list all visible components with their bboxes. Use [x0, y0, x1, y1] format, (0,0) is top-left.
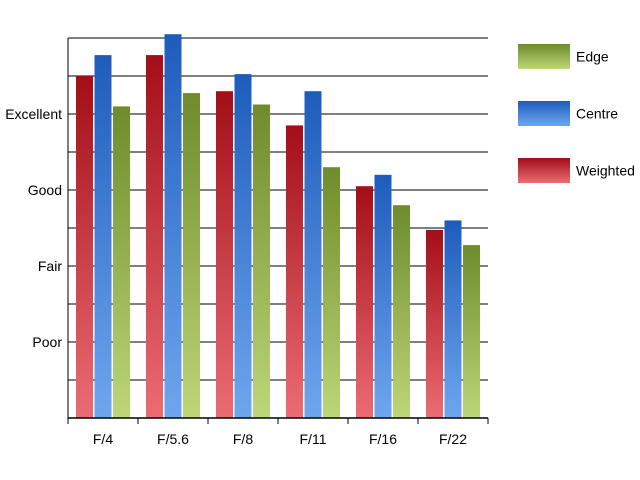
bars [76, 34, 480, 419]
x-tick-label-f-16: F/16 [369, 431, 397, 447]
y-tick-label-fair: Fair [38, 258, 62, 274]
bar-edge-f-16 [393, 205, 410, 418]
x-tick-label-f-4: F/4 [93, 431, 113, 447]
bar-weighted-f-4 [76, 76, 93, 418]
x-tick-label-f-11: F/11 [300, 431, 327, 447]
gridlines [68, 37, 488, 381]
bar-edge-f-8 [253, 104, 270, 418]
bar-weighted-f-8 [216, 91, 233, 418]
legend-label-centre: Centre [576, 106, 618, 122]
x-tick-label-f-8: F/8 [233, 431, 253, 447]
bar-weighted-f-22 [426, 229, 443, 418]
legend-swatch-centre [518, 101, 570, 126]
bar-edge-f-4 [113, 106, 130, 419]
legend: Edge Centre Weighted [518, 44, 635, 183]
axes: Poor Fair Good Excellent F/4 F/5.6 F/8 F/11 F/16… [5, 38, 489, 447]
legend-label-weighted: Weighted [576, 163, 635, 179]
bar-centre-f-5-6 [164, 34, 182, 418]
x-tick-label-f-22: F/22 [439, 431, 467, 447]
x-tick-label-f-5-6: F/5.6 [157, 431, 189, 447]
bar-centre-f-4 [94, 55, 112, 418]
bar-centre-f-11 [304, 91, 322, 418]
bar-edge-f-22 [463, 245, 480, 418]
y-tick-label-good: Good [28, 182, 62, 198]
bar-edge-f-5-6 [183, 93, 200, 418]
y-tick-label-poor: Poor [32, 334, 62, 350]
legend-label-edge: Edge [576, 49, 609, 65]
bar-centre-f-8 [234, 74, 252, 418]
bar-centre-f-16 [374, 174, 392, 418]
bar-weighted-f-11 [286, 125, 303, 419]
y-tick-label-excellent: Excellent [5, 106, 62, 122]
legend-swatch-weighted [518, 158, 570, 183]
bar-edge-f-11 [323, 167, 340, 418]
legend-swatch-edge [518, 44, 570, 69]
bar-weighted-f-5-6 [146, 55, 163, 418]
bar-weighted-f-16 [356, 186, 373, 418]
bar-centre-f-22 [444, 220, 462, 418]
